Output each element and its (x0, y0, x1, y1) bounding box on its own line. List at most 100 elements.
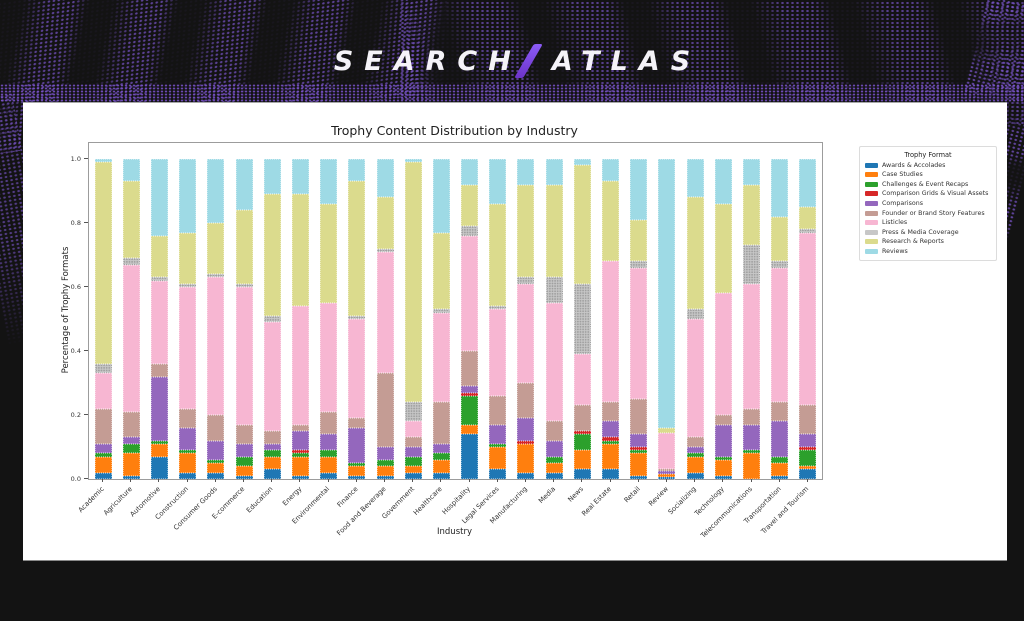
bar-segment (263, 443, 281, 451)
bar-segment (235, 456, 253, 467)
x-tick-mark (102, 479, 104, 482)
bar-segment (602, 440, 620, 444)
bar-segment (461, 386, 479, 393)
bar-segment (630, 450, 648, 454)
bar-segment (291, 159, 309, 195)
bar-segment (461, 395, 479, 425)
chart-title: Trophy Content Distribution by Industry (331, 123, 578, 138)
bar-segment (150, 443, 168, 457)
x-tick-label: News (566, 485, 586, 504)
bar-segment (291, 424, 309, 431)
bar-segment (94, 408, 112, 444)
x-tick-mark (384, 479, 386, 482)
bar-segment (686, 446, 704, 454)
legend-label: Listicles (882, 219, 908, 227)
x-tick-mark (750, 479, 752, 482)
bar-segment (686, 197, 704, 310)
bar-segment (461, 434, 479, 479)
bar-segment (489, 203, 507, 307)
bar-segment (630, 398, 648, 435)
bar-segment (122, 411, 140, 438)
bar-segment (291, 456, 309, 476)
bar-segment (573, 354, 591, 406)
bar-environmental (320, 159, 338, 479)
y-tick-mark (84, 222, 88, 223)
bar-segment (179, 453, 197, 473)
bar-segment (602, 261, 620, 403)
bar-segment (743, 245, 761, 284)
y-tick-mark (84, 414, 88, 415)
bar-segment (517, 283, 535, 383)
bar-segment (179, 286, 197, 409)
bar-segment (348, 475, 366, 479)
bar-segment (658, 477, 676, 479)
bar-segment (432, 402, 450, 444)
x-tick-mark (665, 479, 667, 482)
legend-swatch (865, 172, 878, 178)
legend-item: Listicles (865, 219, 991, 226)
bar-segment (432, 232, 450, 310)
bar-segment (799, 232, 817, 406)
bar-segment (179, 408, 197, 428)
bar-segment (630, 159, 648, 220)
bar-segment (348, 466, 366, 476)
bar-segment (207, 440, 225, 460)
x-tick-mark (214, 479, 216, 482)
y-tick-mark (84, 478, 88, 479)
bar-segment (799, 469, 817, 479)
bar-segment (122, 159, 140, 182)
bar-segment (376, 459, 394, 467)
bar-segment (235, 210, 253, 284)
logo-word-atlas: ATLAS (551, 45, 702, 77)
bar-segment (179, 450, 197, 454)
bar-segment (348, 318, 366, 419)
bar-segment (799, 434, 817, 447)
bar-segment (602, 421, 620, 438)
bar-segment (799, 450, 817, 467)
bar-segment (94, 472, 112, 479)
bar-segment (404, 456, 422, 467)
bar-finance (348, 159, 366, 479)
legend-item: Awards & Accolades (865, 162, 991, 169)
y-tick-mark (84, 158, 88, 159)
bar-segment (461, 392, 479, 396)
bar-segment (630, 446, 648, 451)
bar-segment (630, 267, 648, 399)
bar-segment (348, 427, 366, 463)
bar-segment (573, 283, 591, 355)
bar-segment (432, 472, 450, 479)
bar-segment (630, 475, 648, 479)
y-tick-label: 0.2 (70, 410, 81, 419)
legend-swatch (865, 200, 878, 206)
bar-segment (545, 184, 563, 278)
x-tick-label: Real Estate (580, 485, 614, 518)
legend-label: Challenges & Event Recaps (882, 180, 969, 188)
bar-segment (94, 162, 112, 364)
bar-segment (545, 440, 563, 457)
bar-segment (545, 472, 563, 479)
bar-segment (404, 472, 422, 479)
bar-segment (743, 450, 761, 454)
bar-segment (263, 322, 281, 431)
bar-segment (517, 382, 535, 419)
bar-segment (122, 258, 140, 265)
x-tick-label: Media (536, 485, 557, 506)
bar-segment (376, 251, 394, 374)
bar-segment (432, 453, 450, 460)
bar-legal-services (489, 159, 507, 479)
bar-segment (743, 283, 761, 409)
x-tick-mark (130, 479, 132, 482)
bar-segment (207, 159, 225, 223)
bar-segment (150, 440, 168, 444)
bar-segment (658, 469, 676, 471)
bar-segment (743, 159, 761, 185)
bar-consumer-goods (207, 159, 225, 479)
bar-segment (432, 309, 450, 313)
bar-segment (207, 414, 225, 441)
bar-segment (630, 261, 648, 268)
legend-item: Challenges & Event Recaps (865, 181, 991, 188)
bar-segment (489, 446, 507, 470)
bar-segment (291, 430, 309, 451)
bar-technology (714, 159, 732, 479)
x-tick-mark (581, 479, 583, 482)
